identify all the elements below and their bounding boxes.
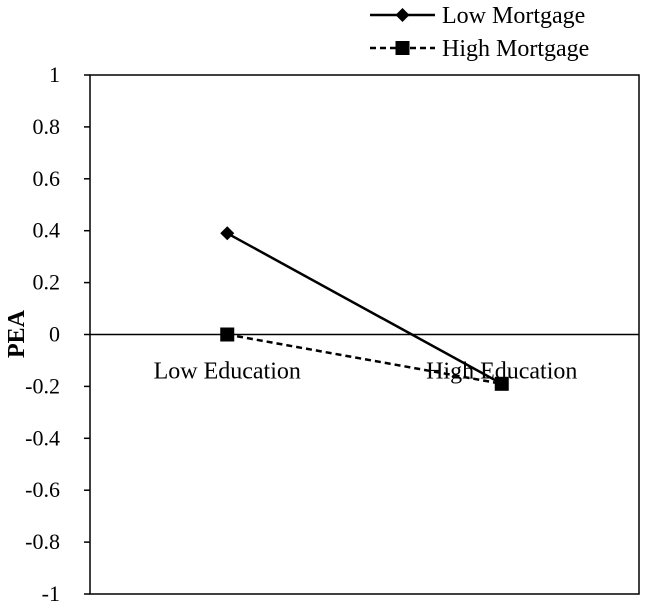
x-axis-categories: Low Education High Education [154,359,578,385]
y-tick-label: 0 [49,322,60,347]
series-0-point [220,226,235,241]
y-tick-label: -0.8 [25,529,60,554]
y-tick-label: -0.2 [25,373,60,398]
y-tick-label: -0.4 [25,425,60,450]
legend-label: Low Mortgage [442,3,585,29]
y-tick-label: 0.6 [33,166,61,191]
y-tick-label: -1 [42,581,60,604]
y-tick-label: 0.8 [33,114,61,139]
y-axis-title: PEA [4,309,30,358]
legend-label: High Mortgage [442,36,589,62]
series-markers [220,226,509,391]
series-line-1 [227,333,502,386]
y-tick-label: 0.2 [33,270,61,295]
series-1-point [220,327,235,342]
y-tick-label: 0.4 [33,218,61,243]
legend: Low Mortgage High Mortgage [370,3,589,62]
y-axis-ticks: 1 0.8 0.6 0.4 0.2 0 -0.2 -0.4 -0.6 -0.8 -1 [25,62,90,604]
y-tick-label: -0.6 [25,477,60,502]
series-1-point [494,376,509,391]
category-label: Low Education [154,359,301,385]
y-tick-label: 1 [49,62,60,87]
series-line-0 [226,232,503,385]
legend-marker [395,8,410,22]
series-lines [226,232,503,386]
legend-marker [395,41,410,55]
